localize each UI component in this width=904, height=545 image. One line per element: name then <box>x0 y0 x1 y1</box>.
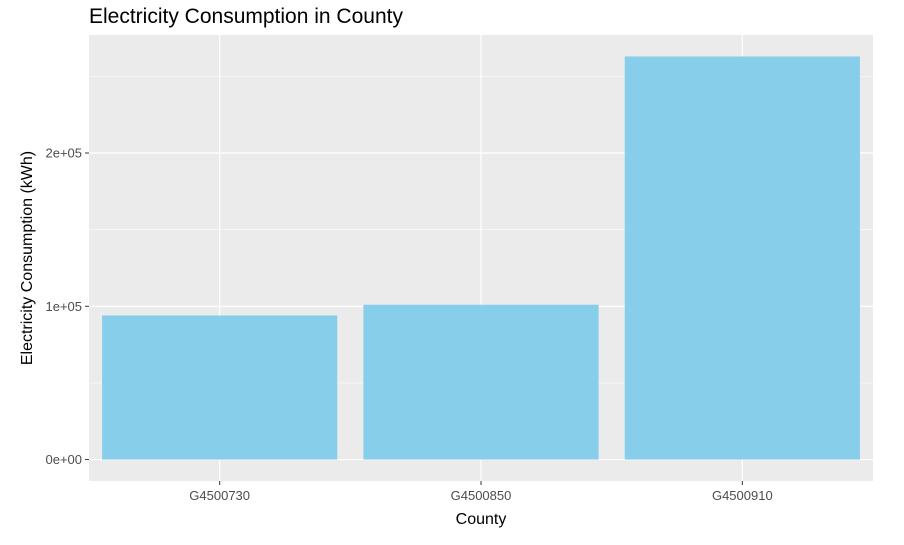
bar-G4500730 <box>102 315 338 460</box>
x-axis-title: County <box>456 511 507 528</box>
x-axis: G4500730 G4500850 G4500910 <box>189 481 773 503</box>
bars <box>102 56 860 460</box>
chart-title: Electricity Consumption in County <box>89 5 403 28</box>
y-axis-title: Electricity Consumption (kWh) <box>19 151 36 365</box>
bar-G4500910 <box>624 56 860 460</box>
x-tick-label: G4500910 <box>712 488 773 503</box>
bar-G4500850 <box>363 304 599 460</box>
y-tick-label: 1e+05 <box>45 299 82 314</box>
x-tick-label: G4500850 <box>451 488 512 503</box>
y-axis: 0e+00 1e+05 2e+05 <box>45 146 89 467</box>
y-tick-label: 0e+00 <box>45 452 82 467</box>
x-tick-label: G4500730 <box>189 488 250 503</box>
y-tick-label: 2e+05 <box>45 146 82 161</box>
